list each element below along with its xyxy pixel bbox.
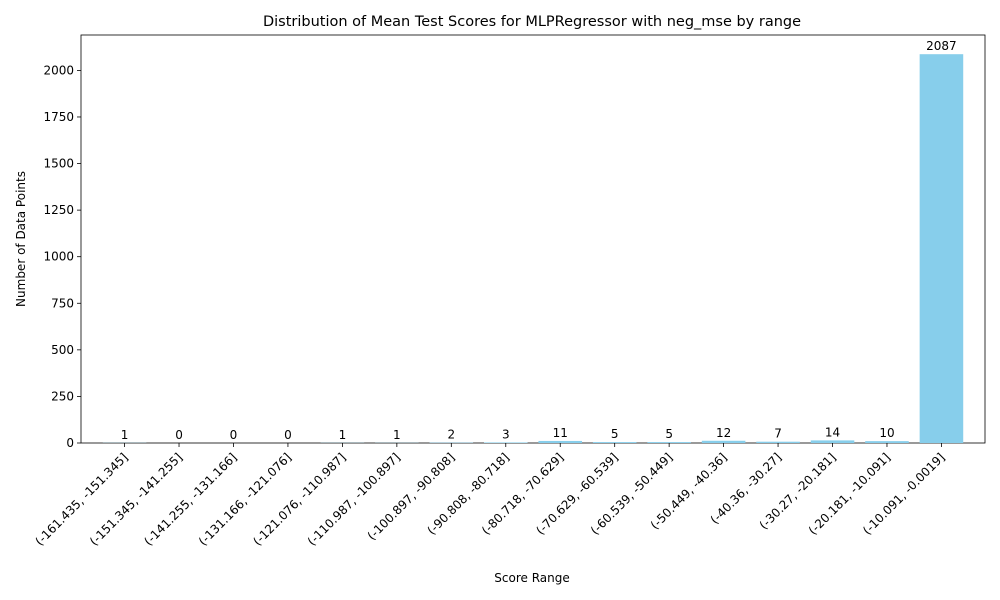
bar <box>865 441 909 443</box>
bars <box>102 54 964 444</box>
bar-value-label: 5 <box>665 427 673 441</box>
bar-value-label: 14 <box>825 425 840 439</box>
plot-frame <box>80 34 986 444</box>
bar-value-label: 0 <box>175 428 183 442</box>
bar-value-label: 1 <box>121 428 129 442</box>
bar <box>538 440 583 443</box>
bar-value-label: 1 <box>393 428 401 442</box>
bar-value-label: 0 <box>230 428 238 442</box>
bar-value-label: 2087 <box>926 39 957 53</box>
bar-value-label: 10 <box>879 426 894 440</box>
y-tick-label: 1750 <box>43 110 74 124</box>
plot-area <box>80 34 986 444</box>
bar <box>810 440 855 443</box>
y-axis: 0 250 500 750 1000 1250 1500 1750 2000 <box>43 63 81 450</box>
x-axis: (-161.435, -151.345](-151.345, -141.255]… <box>32 443 948 548</box>
x-tick-label: (-121.076, -110.987] <box>250 450 348 548</box>
bar <box>756 441 800 443</box>
bar <box>592 442 637 443</box>
bar <box>647 442 691 443</box>
y-tick-label: 1500 <box>43 157 74 171</box>
x-tick-label: (-141.255, -131.166] <box>141 450 239 548</box>
x-tick-label: (-110.987, -100.897] <box>305 450 403 548</box>
y-tick-label: 500 <box>51 343 74 357</box>
y-axis-label: Number of Data Points <box>14 171 28 307</box>
bar-value-label: 11 <box>553 426 568 440</box>
bar-value-label: 7 <box>774 427 782 441</box>
bar-value-label: 3 <box>502 427 510 441</box>
bar-value-label: 5 <box>611 427 619 441</box>
x-tick-label: (-161.435, -151.345] <box>32 450 130 548</box>
bar <box>919 54 964 444</box>
bar-value-label: 1 <box>339 428 347 442</box>
y-tick-label: 1250 <box>43 203 74 217</box>
y-tick-label: 0 <box>66 436 74 450</box>
chart-title: Distribution of Mean Test Scores for MLP… <box>263 14 801 30</box>
y-tick-label: 1000 <box>43 250 74 264</box>
bar-value-label: 2 <box>447 428 455 442</box>
x-tick-label: (-151.345, -141.255] <box>87 450 185 548</box>
y-tick-label: 250 <box>51 389 74 403</box>
bar-value-label: 12 <box>716 426 731 440</box>
x-tick-label: (-131.166, -121.076] <box>196 450 294 548</box>
y-tick-label: 2000 <box>43 63 74 77</box>
bar-value-label: 0 <box>284 428 292 442</box>
x-axis-label: Score Range <box>494 571 569 585</box>
y-tick-label: 750 <box>51 296 74 310</box>
bar <box>483 442 528 443</box>
bar <box>701 440 746 443</box>
